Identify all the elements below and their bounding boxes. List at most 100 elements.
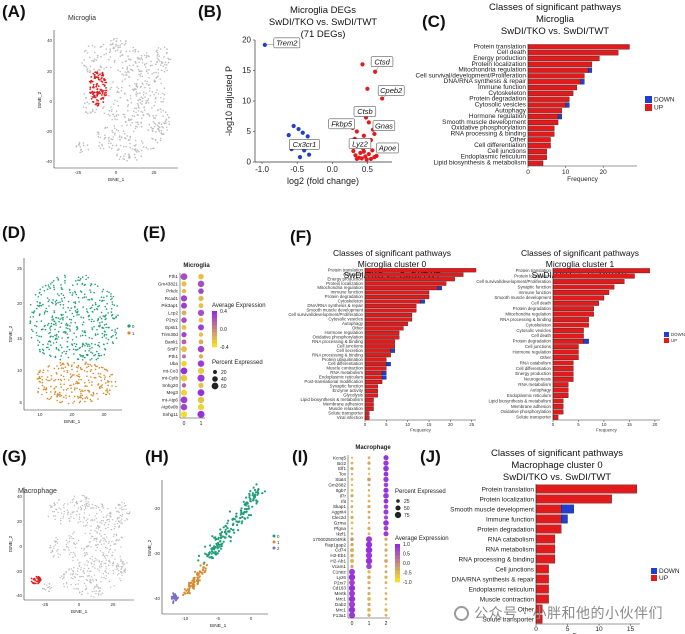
tsne-point-cluster0 [46, 310, 49, 313]
tsne-point [117, 114, 120, 116]
tsne-point [86, 524, 88, 526]
tsne-h-ytick: -40 [154, 596, 161, 601]
tsne-point-cluster1 [196, 576, 199, 579]
dotplot-color-bar-step [212, 332, 217, 337]
pathway-bar-up [364, 299, 421, 304]
tsne-point [56, 502, 58, 504]
dotplot-color-bar-step [395, 544, 400, 549]
tsne-point [160, 129, 163, 132]
tsne-point [116, 86, 118, 88]
dotplot-gene-label: Snhg20 [162, 383, 178, 388]
dotplot-dot [367, 532, 371, 536]
dotplot-dot [367, 570, 371, 574]
tsne-point-cluster1 [77, 365, 80, 367]
tsne-point [124, 569, 127, 571]
tsne-point-cluster1 [188, 581, 191, 585]
pathway-bar-up [364, 353, 391, 358]
dotplot-gene-label: Lcp2 [168, 310, 178, 315]
tsne-point-cluster0 [30, 336, 33, 339]
tsne-point [94, 557, 97, 560]
tsne-point-cluster0 [64, 276, 66, 278]
tsne-point [75, 145, 78, 147]
tsne-point-cluster1 [62, 367, 64, 370]
tsne-point [155, 96, 157, 99]
volcano-point-up [360, 62, 365, 67]
tsne-point-cluster0 [46, 297, 49, 299]
tsne-point [62, 517, 64, 519]
dotplot-gene-label: Bcl2 [337, 461, 346, 466]
tsne-point-cluster0 [110, 295, 112, 298]
pathway-bar-up [535, 564, 549, 574]
tsne-point-microglia [98, 91, 101, 93]
tsne-point-cluster0 [105, 323, 108, 326]
tsne-point-microglia [92, 83, 95, 86]
tsne-point-cluster1 [80, 390, 82, 393]
pathway-category-label: Protein localization [471, 61, 526, 68]
tsne-point-cluster0 [243, 517, 246, 520]
dotplot-dot [367, 489, 371, 492]
tsne-point [124, 568, 127, 570]
tsne-point [79, 151, 81, 154]
tsne-point [158, 55, 160, 57]
tsne-point-cluster0 [79, 346, 81, 349]
tsne-point-cluster1 [73, 374, 75, 376]
tsne-point [143, 109, 146, 111]
tsne-point-cluster1 [192, 581, 195, 584]
tsne-point-cluster0 [97, 357, 99, 360]
dotplot-dot [348, 574, 356, 581]
dotplot-gene-label: Ikzf1 [336, 531, 346, 536]
watermark-text: 公众号 · 小胖和他的小伙伴们 [474, 606, 663, 622]
dotplot-dot [350, 515, 354, 520]
tsne-point [108, 146, 111, 148]
tsne-point [92, 566, 94, 568]
tsne-point [80, 508, 83, 511]
pathway-xtick: 0 [364, 422, 367, 427]
pathway-bar-up [552, 398, 564, 404]
dotplot-expression-tick: 1.0 [403, 542, 410, 548]
tsne-point [66, 586, 69, 588]
tsne-point [70, 573, 72, 575]
dotplot-percent-legend-title: Percent Expressed [212, 360, 263, 366]
tsne-point [160, 132, 163, 134]
tsne-point [111, 108, 113, 111]
tsne-point [119, 578, 121, 580]
tsne-point [125, 50, 127, 53]
tsne-point [79, 146, 82, 148]
tsne-point-cluster0 [77, 296, 80, 299]
tsne-point-cluster1 [205, 564, 208, 567]
tsne-point [153, 147, 155, 149]
tsne-point-cluster0 [221, 535, 224, 538]
pathway-category-label: Cell death [531, 333, 551, 338]
dotplot-gene-label: Pfgna [334, 526, 346, 531]
tsne-point [85, 111, 87, 114]
tsne-point [87, 70, 89, 73]
tsne-point [81, 494, 84, 497]
tsne-d-xtick: 10 [38, 412, 43, 417]
tsne-point-cluster0 [217, 538, 220, 541]
pathway-category-label: Membrane adhesion [511, 404, 552, 409]
volcano-point-down [296, 126, 301, 132]
dotplot-dot [350, 564, 354, 568]
tsne-point [110, 586, 112, 588]
tsne-point-cluster2 [172, 592, 175, 595]
tsne-point-macrophage [36, 577, 39, 580]
pathway-bar-down [390, 348, 396, 353]
tsne-point [91, 44, 94, 47]
tsne-point-cluster0 [57, 330, 60, 333]
tsne-point-cluster1 [100, 379, 103, 382]
pathway-bar-j: Classes of significant pathwaysMacrophag… [450, 448, 680, 634]
tsne-point-cluster0 [82, 316, 85, 319]
tsne-point [156, 109, 159, 111]
tsne-point [137, 104, 140, 107]
tsne-point [73, 566, 75, 569]
tsne-point [124, 505, 126, 507]
tsne-point [121, 537, 123, 539]
tsne-point-cluster0 [51, 319, 53, 321]
tsne-point-cluster0 [108, 291, 110, 294]
tsne-point [85, 66, 88, 68]
pathway-category-label: Other [352, 325, 364, 330]
tsne-point [42, 587, 44, 590]
tsne-point-cluster1 [89, 363, 91, 366]
dotplot-dot [350, 488, 354, 492]
tsne-point [117, 510, 119, 512]
